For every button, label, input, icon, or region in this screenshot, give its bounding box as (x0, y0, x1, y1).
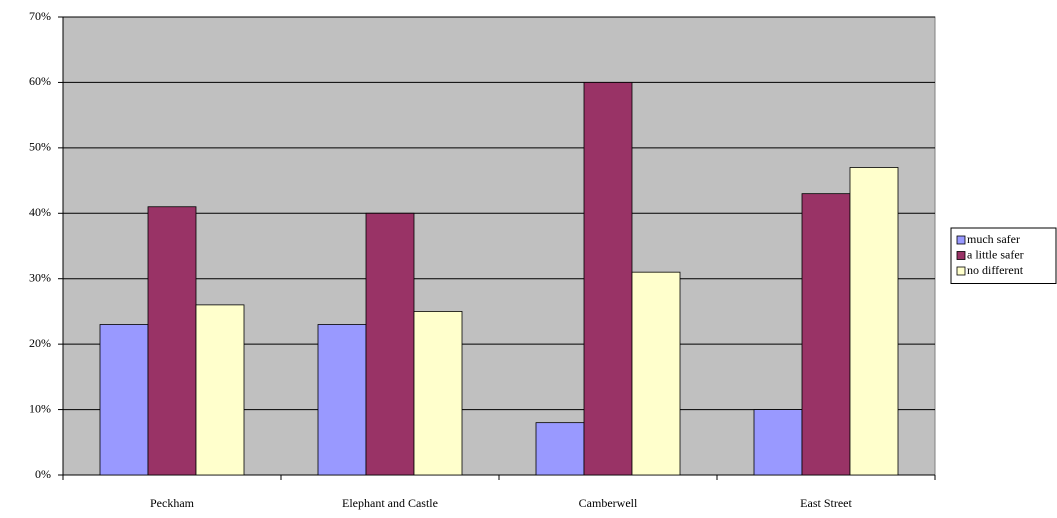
legend-label: a little safer (967, 247, 1024, 261)
bar (99, 324, 149, 476)
bar (317, 324, 367, 476)
bar (801, 193, 851, 476)
y-tick-label: 0% (35, 467, 51, 481)
y-tick-label: 30% (29, 270, 51, 284)
legend-swatch (956, 251, 966, 260)
bar (849, 167, 899, 476)
bar (413, 311, 463, 476)
legend-label: much safer (967, 232, 1020, 246)
bar (147, 206, 197, 476)
bar (631, 271, 681, 476)
y-tick-label: 10% (29, 401, 51, 415)
legend-label: no different (967, 263, 1024, 277)
bar (583, 82, 633, 476)
y-tick-label: 50% (29, 140, 51, 154)
bar (535, 422, 585, 476)
y-tick-label: 70% (29, 9, 51, 23)
y-tick-label: 20% (29, 336, 51, 350)
legend-box (950, 227, 1057, 284)
y-tick-label: 60% (29, 74, 51, 88)
x-tick-label: Elephant and Castle (342, 496, 438, 510)
legend-swatch (956, 235, 966, 245)
legend-swatch (956, 266, 966, 276)
bar (753, 409, 803, 476)
x-tick-label: Peckham (150, 496, 195, 510)
bar (195, 304, 245, 476)
x-tick-label: East Street (800, 496, 852, 510)
x-tick-label: Camberwell (579, 496, 638, 510)
bar (365, 212, 415, 476)
y-tick-label: 40% (29, 205, 51, 219)
